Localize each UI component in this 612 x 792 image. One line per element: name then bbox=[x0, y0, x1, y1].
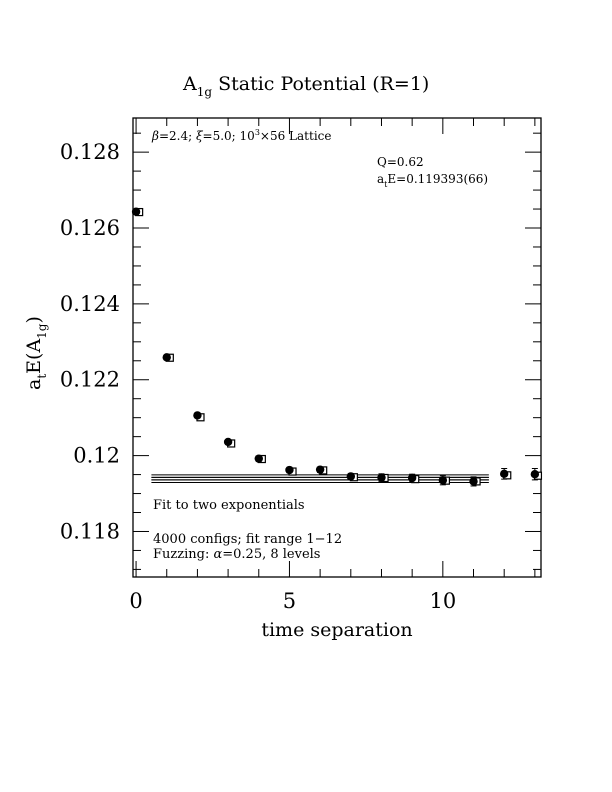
y-tick-label: 0.118 bbox=[60, 519, 120, 543]
x-axis-label: time separation bbox=[261, 619, 412, 641]
fit-band bbox=[151, 474, 489, 483]
energy-value: atE=0.119393(66) bbox=[377, 172, 488, 189]
fuzzing-label: Fuzzing: α=0.25, 8 levels bbox=[153, 547, 320, 562]
q-value: Q=0.62 bbox=[377, 155, 424, 169]
circle-marker bbox=[377, 473, 386, 482]
configs-label: 4000 configs; fit range 1−12 bbox=[153, 532, 342, 547]
circle-marker bbox=[315, 465, 325, 474]
circle-marker bbox=[499, 469, 509, 479]
y-tick-label: 0.128 bbox=[60, 140, 120, 164]
circle-marker bbox=[346, 472, 356, 481]
circle-marker bbox=[469, 477, 478, 486]
circle-marker bbox=[223, 437, 233, 447]
fit-label: Fit to two exponentials bbox=[153, 498, 305, 513]
y-tick-label: 0.12 bbox=[73, 444, 120, 468]
circle-marker bbox=[438, 476, 448, 485]
lattice-params: β=2.4; ξ=5.0; 103×56 Lattice bbox=[151, 128, 331, 143]
x-tick-labels: 0 5 10 bbox=[129, 589, 456, 613]
circle-marker bbox=[131, 207, 141, 216]
chart-title: A1g Static Potential (R=1) bbox=[182, 73, 429, 99]
circle-marker bbox=[193, 411, 202, 420]
y-tick-label: 0.122 bbox=[60, 368, 120, 392]
x-tick-label: 10 bbox=[429, 589, 456, 613]
circle-marker bbox=[254, 454, 263, 463]
circle-marker bbox=[285, 465, 294, 475]
y-tick-label: 0.124 bbox=[60, 292, 120, 316]
x-tick-label: 0 bbox=[129, 589, 142, 613]
y-tick-label: 0.126 bbox=[60, 216, 120, 240]
circle-marker bbox=[407, 473, 417, 483]
y-tick-labels: 0.118 0.12 0.122 0.124 0.126 0.128 bbox=[60, 140, 120, 543]
data-points bbox=[131, 207, 543, 487]
x-tick-label: 5 bbox=[283, 589, 296, 613]
plot-frame bbox=[132, 117, 542, 578]
y-axis-label: atE(A1g) bbox=[23, 316, 49, 390]
circle-marker bbox=[162, 353, 171, 362]
circle-marker bbox=[530, 469, 540, 479]
